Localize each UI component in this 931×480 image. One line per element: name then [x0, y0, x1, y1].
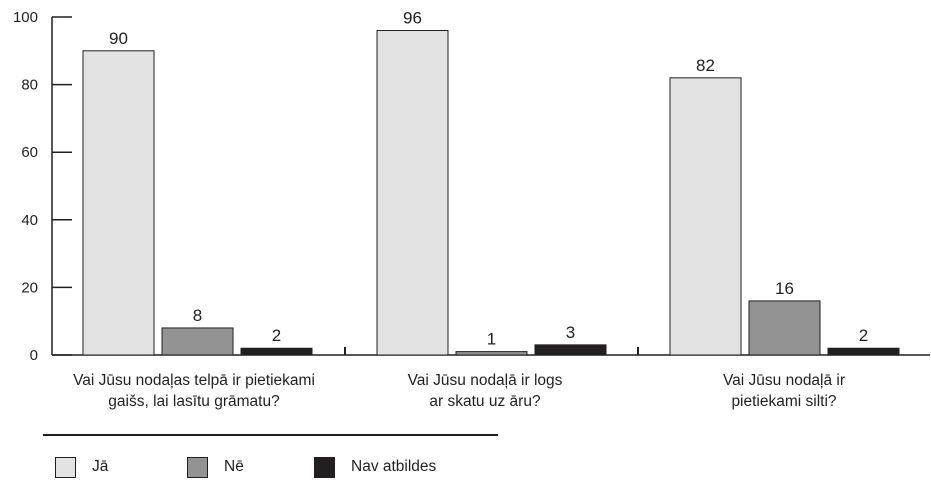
data-label: 16 [775, 279, 794, 298]
y-tick-label: 80 [21, 77, 38, 94]
y-tick-label: 20 [21, 279, 38, 296]
data-label: 96 [403, 9, 422, 28]
bar [827, 347, 900, 356]
bar [376, 30, 449, 356]
x-category-label: Vai Jūsu nodaļā ir [723, 372, 845, 389]
x-category-label: gaišs, lai lasītu grāmatu? [108, 393, 280, 410]
x-category-label: pietiekami silti? [731, 393, 836, 410]
data-label: 2 [272, 326, 281, 345]
data-label: 3 [566, 323, 575, 342]
data-label: 8 [193, 306, 202, 325]
y-tick-label: 100 [13, 9, 38, 26]
bar [669, 77, 742, 356]
y-tick-label: 60 [21, 144, 38, 161]
bar [82, 50, 155, 356]
bar [748, 300, 821, 356]
y-tick-label: 40 [21, 212, 38, 229]
y-tick-label: 0 [30, 347, 38, 364]
x-category-label: Vai Jūsu nodaļā ir logs [408, 372, 563, 389]
x-category-label: Vai Jūsu nodaļas telpā ir pietiekami [73, 372, 315, 389]
bar [240, 347, 313, 356]
bar [534, 344, 607, 356]
data-label: 1 [487, 330, 496, 349]
bar [161, 327, 234, 356]
data-label: 2 [859, 326, 868, 345]
x-category-label: ar skatu uz āru? [429, 393, 541, 410]
data-label: 82 [696, 56, 715, 75]
bar [455, 351, 528, 356]
data-label: 90 [109, 29, 128, 48]
